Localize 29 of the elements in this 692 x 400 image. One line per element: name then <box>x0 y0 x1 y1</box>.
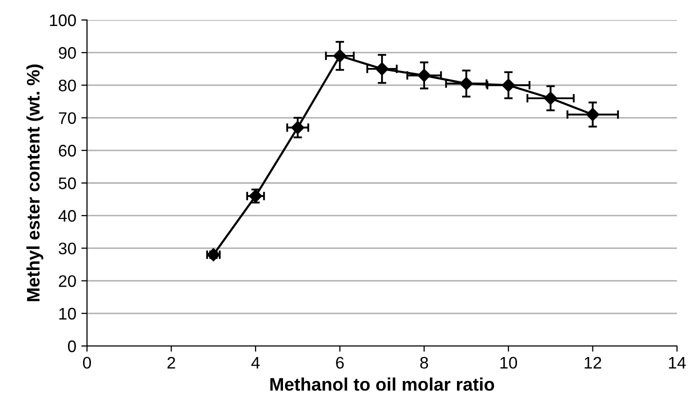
x-axis-title: Methanol to oil molar ratio <box>270 378 494 391</box>
point <box>333 49 346 62</box>
x-tick-label: 14 <box>669 357 686 368</box>
y-tick-label: 50 <box>58 177 76 190</box>
point <box>291 120 304 134</box>
y-tick-label: 70 <box>58 112 76 124</box>
y-tick-label: 80 <box>58 80 76 92</box>
x-tick-label: 12 <box>584 356 602 368</box>
point <box>544 92 558 105</box>
x-tick-label: 0 <box>83 356 91 369</box>
x-tick-label: 8 <box>420 356 428 369</box>
y-tick-label: 40 <box>58 210 76 222</box>
y-axis-title: Methyl ester content (wt. %) <box>26 64 44 302</box>
point <box>375 62 389 76</box>
point <box>502 78 516 92</box>
y-tick-label: 10 <box>59 308 76 320</box>
y-tick-label: 30 <box>58 242 76 254</box>
point <box>418 68 431 82</box>
x-tick-label: 10 <box>500 356 518 369</box>
x-tick-label: 4 <box>251 357 260 368</box>
x-tick-label: 6 <box>336 356 344 369</box>
point <box>586 108 600 122</box>
y-tick-label: 100 <box>50 14 76 26</box>
x-tick-label: 2 <box>167 356 176 368</box>
y-tick-label: 90 <box>58 47 76 59</box>
point <box>460 76 473 90</box>
y-tick-label: 0 <box>68 340 76 352</box>
y-tick-label: 20 <box>58 275 76 288</box>
y-tick-label: 60 <box>58 144 76 157</box>
